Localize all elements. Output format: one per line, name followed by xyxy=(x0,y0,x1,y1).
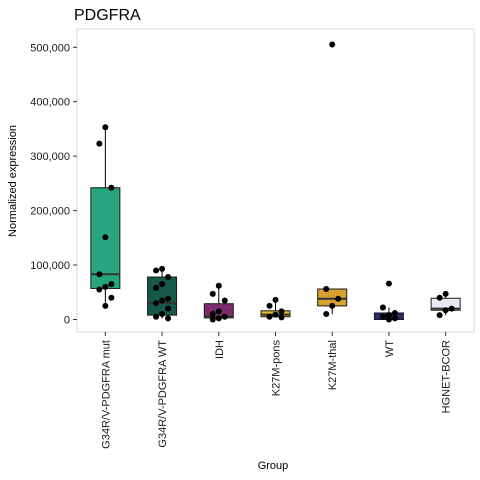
data-point xyxy=(165,274,172,281)
data-point xyxy=(379,313,386,320)
data-point xyxy=(278,308,285,315)
data-point xyxy=(153,284,160,291)
y-tick-label: 500,000 xyxy=(30,42,70,54)
data-point xyxy=(153,267,160,274)
data-point xyxy=(272,311,279,318)
data-point xyxy=(108,281,115,288)
data-point xyxy=(165,305,172,312)
data-point xyxy=(102,283,109,290)
data-point xyxy=(442,290,449,297)
data-point xyxy=(209,311,216,318)
y-tick-label: 0 xyxy=(64,315,70,327)
plot-panel xyxy=(76,28,475,333)
data-point xyxy=(391,315,398,322)
data-point xyxy=(379,304,386,311)
data-point xyxy=(278,314,285,321)
data-point xyxy=(385,316,392,323)
x-tick-label: K27M-thal xyxy=(327,340,339,390)
points-layer xyxy=(96,41,455,323)
data-point xyxy=(335,295,342,302)
data-point xyxy=(159,297,166,304)
data-point xyxy=(209,290,216,297)
data-point xyxy=(215,308,222,315)
data-point xyxy=(153,300,160,307)
data-point xyxy=(329,41,336,48)
data-point xyxy=(102,234,109,241)
data-point xyxy=(108,294,115,301)
y-tick-label: 200,000 xyxy=(30,206,70,218)
x-axis-title: Group xyxy=(258,460,289,472)
data-point xyxy=(391,309,398,316)
x-tick-label: K27M-pons xyxy=(271,340,283,397)
data-point xyxy=(329,302,336,309)
y-tick-label: 100,000 xyxy=(30,260,70,272)
data-point xyxy=(96,271,103,278)
data-point xyxy=(323,311,330,318)
box-4 xyxy=(317,288,348,315)
data-point xyxy=(272,296,279,303)
data-point xyxy=(221,297,228,304)
data-point xyxy=(215,315,222,322)
data-point xyxy=(323,286,330,293)
data-point xyxy=(108,184,115,191)
data-point xyxy=(96,286,103,293)
data-point xyxy=(96,140,103,147)
y-axis-title: Normalized expression xyxy=(7,125,19,237)
data-point xyxy=(436,312,443,319)
data-point xyxy=(102,302,109,309)
data-point xyxy=(442,307,449,314)
chart-title: PDGFRA xyxy=(74,7,141,24)
data-point xyxy=(385,280,392,287)
data-point xyxy=(102,124,109,131)
data-point xyxy=(385,312,392,319)
x-tick-label: IDH xyxy=(214,340,226,359)
data-point xyxy=(436,294,443,301)
y-axis: 0 100,000 200,000 300,000 400,000 500,000 xyxy=(30,42,77,327)
x-tick-label: HGNET-BCOR xyxy=(441,340,453,413)
data-point xyxy=(153,313,160,320)
data-point xyxy=(209,316,216,323)
data-point xyxy=(266,313,273,320)
data-point xyxy=(266,302,273,309)
data-point xyxy=(165,295,172,302)
x-tick-label: WT xyxy=(384,340,396,357)
data-point xyxy=(448,305,455,312)
data-point xyxy=(159,311,166,318)
data-point xyxy=(165,315,172,322)
data-point xyxy=(159,281,166,288)
data-point xyxy=(159,265,166,272)
y-tick-label: 400,000 xyxy=(30,97,70,109)
x-tick-label: G34R/V-PDGFRA WT xyxy=(157,340,169,448)
data-point xyxy=(215,282,222,289)
y-tick-label: 300,000 xyxy=(30,151,70,163)
x-tick-label: G34R/V-PDGFRA mut xyxy=(100,340,112,449)
data-point xyxy=(221,313,228,320)
x-axis: G34R/V-PDGFRA mut G34R/V-PDGFRA WT IDH K27M… xyxy=(100,332,453,449)
